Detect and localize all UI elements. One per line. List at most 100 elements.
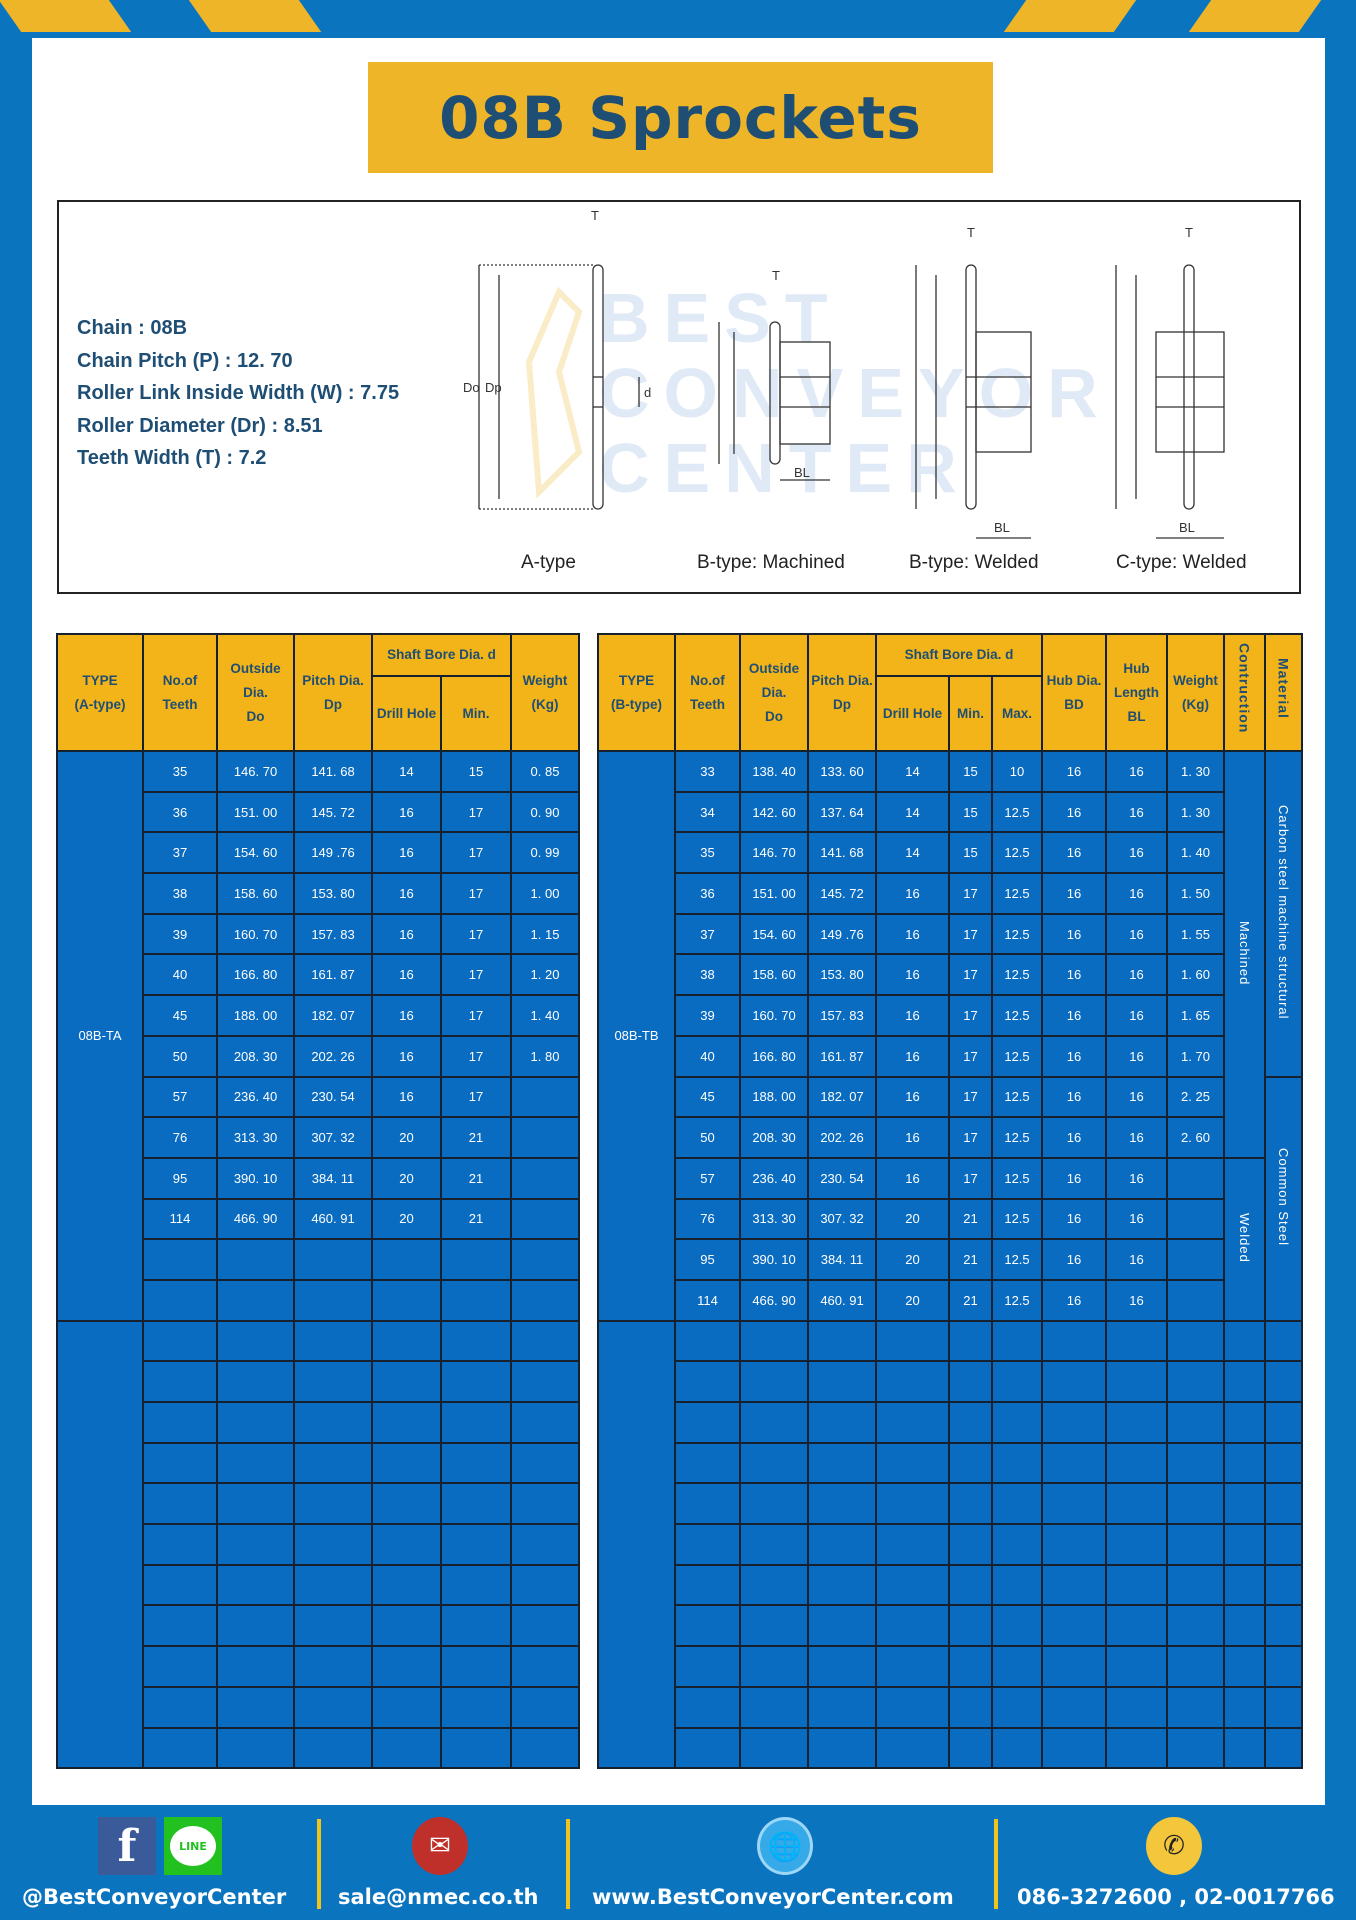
empty-row <box>597 1319 1303 1770</box>
social-handle[interactable]: @BestConveyorCenter <box>22 1885 287 1909</box>
cell-max-bore: 12.5 <box>991 831 1043 875</box>
cell-min-bore: 21 <box>948 1238 993 1281</box>
empty-cell <box>1166 1604 1225 1648</box>
cell-outside-dia: 188. 00 <box>739 1075 809 1119</box>
cell-outside-dia: 154. 60 <box>216 831 295 875</box>
cell-teeth: 114 <box>674 1278 741 1322</box>
line-icon[interactable]: LINE <box>164 1817 222 1875</box>
a-type-drawing: T Do Dp d <box>463 208 651 510</box>
empty-row <box>598 1685 1303 1729</box>
empty-cell <box>293 1360 373 1403</box>
table-row: 36 151. 00 145. 72 16 17 0. 90 <box>57 790 581 834</box>
cell-weight: 1. 00 <box>510 872 581 915</box>
construction-label: Machined <box>1237 920 1252 986</box>
empty-cell <box>948 1401 993 1444</box>
cell-min-bore: 17 <box>439 1034 513 1078</box>
svg-text:T: T <box>591 208 599 223</box>
cell-hub-dia: 16 <box>1041 1156 1107 1200</box>
cell-min-bore: 17 <box>439 953 513 997</box>
cell-pitch-dia: 460. 91 <box>807 1278 877 1322</box>
b-machined-drawing: BL T <box>718 268 831 481</box>
table-row: 76 313. 30 307. 32 20 21 12.5 16 16 <box>598 1197 1302 1241</box>
empty-cell <box>293 1604 373 1648</box>
construction-machined: Machined <box>1223 750 1266 1159</box>
cell-drill-hole: 16 <box>875 1156 950 1200</box>
email-link[interactable]: sale@nmec.co.th <box>338 1885 539 1909</box>
cell-hub-length: 16 <box>1105 912 1168 956</box>
email-icon[interactable]: ✉ <box>412 1817 468 1875</box>
website-link[interactable]: www.BestConveyorCenter.com <box>592 1885 954 1909</box>
cell-weight: 1. 80 <box>510 1034 581 1078</box>
cell-drill-hole: 16 <box>371 953 442 997</box>
empty-cell <box>293 1685 373 1729</box>
empty-cell <box>293 1645 373 1688</box>
empty-cell <box>875 1645 950 1688</box>
cell-pitch-dia: 141. 68 <box>807 831 877 875</box>
empty-cell <box>1223 1645 1266 1688</box>
empty-cell <box>216 1685 295 1729</box>
cell-weight: 0. 99 <box>510 831 581 875</box>
empty-row <box>598 1563 1303 1607</box>
cell-teeth: 38 <box>142 872 218 915</box>
cell-hub-length: 16 <box>1105 1197 1168 1241</box>
cell-teeth <box>142 1278 218 1322</box>
cell-drill-hole: 20 <box>875 1197 950 1241</box>
empty-cell <box>875 1685 950 1729</box>
cell-teeth: 76 <box>142 1116 218 1159</box>
cell-min-bore: 21 <box>948 1197 993 1241</box>
empty-row <box>57 1685 581 1729</box>
cell-teeth: 57 <box>142 1075 218 1119</box>
empty-cell <box>875 1482 950 1526</box>
cell-drill-hole: 14 <box>875 750 950 793</box>
empty-cell <box>875 1563 950 1607</box>
empty-cell <box>991 1319 1043 1363</box>
cell-hub-dia: 16 <box>1041 1238 1107 1281</box>
empty-cell <box>510 1441 581 1485</box>
empty-cell <box>948 1523 993 1566</box>
type-cell: 08B-TB <box>597 750 676 1322</box>
cell-outside-dia <box>216 1238 295 1281</box>
table-row: 114 466. 90 460. 91 20 21 <box>57 1197 581 1241</box>
empty-cell <box>1223 1401 1266 1444</box>
cell-weight: 1. 30 <box>1166 750 1225 793</box>
globe-icon[interactable]: 🌐 <box>757 1817 813 1875</box>
header-pitch-dia: Pitch Dia. Dp <box>807 633 877 752</box>
spec-pitch: Chain Pitch (P) : 12. 70 <box>77 349 293 372</box>
cell-teeth: 37 <box>142 831 218 875</box>
empty-cell <box>1264 1604 1303 1648</box>
cell-min-bore: 17 <box>439 912 513 956</box>
cell-teeth: 39 <box>674 994 741 1037</box>
header-pitch-dia: Pitch Dia. Dp <box>293 633 373 752</box>
top-stripe <box>1188 0 1322 32</box>
cell-teeth: 95 <box>674 1238 741 1281</box>
empty-cell <box>1166 1726 1225 1770</box>
cell-pitch-dia: 460. 91 <box>293 1197 373 1241</box>
phone-icon[interactable]: ✆ <box>1146 1817 1202 1875</box>
empty-cell <box>510 1360 581 1403</box>
empty-cell <box>439 1523 513 1566</box>
cell-min-bore: 15 <box>948 750 993 793</box>
empty-cell <box>293 1482 373 1526</box>
phone-numbers[interactable]: 086-3272600 , 02-0017766 <box>1017 1885 1335 1909</box>
empty-cell <box>1223 1604 1266 1648</box>
empty-cell <box>674 1319 741 1363</box>
empty-cell <box>439 1441 513 1485</box>
cell-outside-dia: 466. 90 <box>216 1197 295 1241</box>
cell-hub-length: 16 <box>1105 1238 1168 1281</box>
table-row: 40 166. 80 161. 87 16 17 1. 20 <box>57 953 581 997</box>
empty-cell <box>948 1685 993 1729</box>
spec-roller-diameter: Roller Diameter (Dr) : 8.51 <box>77 414 323 437</box>
empty-cell <box>1223 1726 1266 1770</box>
cell-pitch-dia <box>293 1238 373 1281</box>
cell-outside-dia: 166. 80 <box>739 1034 809 1078</box>
cell-outside-dia: 146. 70 <box>216 750 295 793</box>
cell-hub-dia: 16 <box>1041 790 1107 834</box>
cell-min-bore: 17 <box>948 872 993 915</box>
empty-cell <box>674 1563 741 1607</box>
table-row: 45 188. 00 182. 07 16 17 12.5 16 16 2. 25 Common … <box>598 1075 1303 1322</box>
cell-weight: 1. 40 <box>1166 831 1225 875</box>
cell-drill-hole <box>371 1278 442 1322</box>
facebook-icon[interactable]: f <box>98 1817 156 1875</box>
empty-cell <box>807 1604 877 1648</box>
empty-cell <box>1105 1685 1168 1729</box>
